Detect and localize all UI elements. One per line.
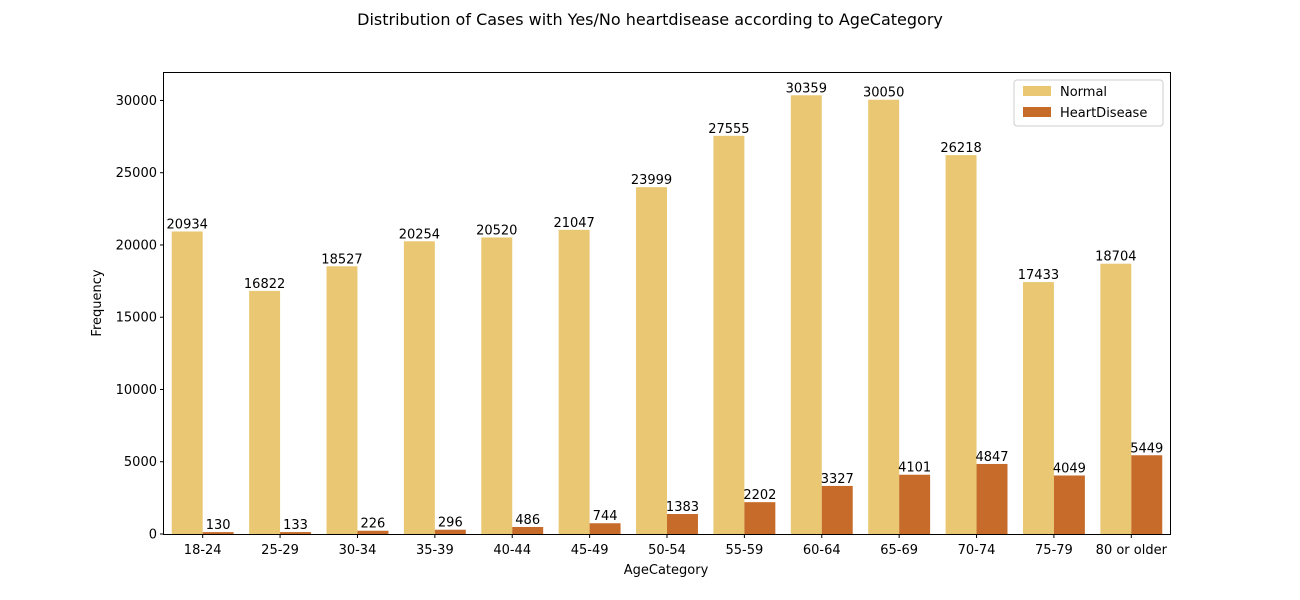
y-tick-label: 0 <box>149 528 157 543</box>
y-tick-label: 25000 <box>116 166 157 181</box>
x-tick-label: 30-34 <box>339 543 377 558</box>
x-tick-label: 40-44 <box>493 543 531 558</box>
legend-box <box>1013 79 1164 127</box>
bar-normal-45-49 <box>558 229 590 534</box>
data-label-normal-50-54: 23999 <box>631 173 672 188</box>
data-label-heartdisease-18-24: 130 <box>206 518 231 533</box>
data-label-heartdisease-80-or-older: 5449 <box>1130 441 1163 456</box>
x-tick-label: 50-54 <box>648 543 686 558</box>
plot-frame <box>163 72 1171 535</box>
x-tick-label: 80 or older <box>1096 543 1168 558</box>
y-tick-label: 15000 <box>116 311 157 326</box>
x-tick-label: 18-24 <box>184 543 222 558</box>
x-tick-label: 70-74 <box>958 543 996 558</box>
bar-normal-75-79 <box>1022 282 1054 534</box>
data-label-heartdisease-50-54: 1383 <box>666 500 699 515</box>
y-tick-label: 5000 <box>124 455 157 470</box>
bar-heartdisease-55-59 <box>744 502 776 534</box>
x-tick-label: 75-79 <box>1035 543 1073 558</box>
bar-normal-50-54 <box>636 187 667 534</box>
data-label-normal-80-or-older: 18704 <box>1095 250 1136 265</box>
x-axis-title: AgeCategory <box>624 563 709 578</box>
bar-heartdisease-80-or-older <box>1131 455 1163 534</box>
data-label-normal-75-79: 17433 <box>1018 268 1059 283</box>
x-tick-label: 60-64 <box>803 543 841 558</box>
data-label-heartdisease-45-49: 744 <box>593 509 618 524</box>
legend: Normal HeartDisease <box>1013 79 1164 127</box>
bar-normal-70-74 <box>945 155 977 534</box>
data-label-normal-45-49: 21047 <box>553 216 594 231</box>
data-label-heartdisease-65-69: 4101 <box>898 461 931 476</box>
x-tick-label: 65-69 <box>880 543 918 558</box>
data-label-heartdisease-30-34: 226 <box>361 517 386 532</box>
y-axis-title: Frequency <box>90 269 105 336</box>
data-label-heartdisease-75-79: 4049 <box>1053 461 1086 476</box>
bar-heartdisease-18-24 <box>202 532 234 534</box>
bar-heartdisease-60-64 <box>821 485 853 534</box>
y-tick-label: 30000 <box>116 94 157 109</box>
data-label-normal-70-74: 26218 <box>940 141 981 156</box>
bar-heartdisease-45-49 <box>589 523 621 534</box>
bar-heartdisease-25-29 <box>280 532 312 534</box>
data-label-normal-40-44: 20520 <box>476 223 517 238</box>
data-label-normal-55-59: 27555 <box>708 122 749 137</box>
bar-normal-60-64 <box>790 95 822 534</box>
x-tick-label: 25-29 <box>261 543 299 558</box>
x-tick-label: 45-49 <box>571 543 609 558</box>
data-labels-layer: 20934 130 16822 133 18527 226 20254 296 20520 486… <box>167 81 1164 533</box>
data-label-normal-65-69: 30050 <box>863 86 904 101</box>
bar-normal-30-34 <box>326 266 358 534</box>
x-tick-label: 35-39 <box>416 543 454 558</box>
bar-heartdisease-50-54 <box>667 514 698 534</box>
data-label-normal-35-39: 20254 <box>399 227 440 242</box>
y-tick-label: 20000 <box>116 238 157 253</box>
data-label-heartdisease-70-74: 4847 <box>975 450 1008 465</box>
bar-normal-80-or-older <box>1100 263 1132 534</box>
x-tick-label: 55-59 <box>725 543 763 558</box>
bar-normal-18-24 <box>171 231 203 534</box>
bar-normal-65-69 <box>868 99 900 534</box>
bar-normal-35-39 <box>403 241 435 534</box>
bar-normal-40-44 <box>481 237 513 535</box>
bar-heartdisease-70-74 <box>976 463 1008 534</box>
bar-normal-25-29 <box>249 290 281 534</box>
data-label-normal-60-64: 30359 <box>786 81 827 96</box>
bar-heartdisease-30-34 <box>357 530 389 534</box>
data-label-heartdisease-25-29: 133 <box>283 518 308 533</box>
data-label-heartdisease-60-64: 3327 <box>821 472 854 487</box>
legend-swatch-heartdisease <box>1023 107 1051 117</box>
y-tick-label: 10000 <box>116 383 157 398</box>
bar-heartdisease-65-69 <box>899 474 931 534</box>
bar-normal-55-59 <box>713 135 745 534</box>
bar-heartdisease-75-79 <box>1053 475 1085 534</box>
bar-heartdisease-40-44 <box>512 526 544 534</box>
data-label-normal-30-34: 18527 <box>321 252 362 267</box>
data-label-normal-18-24: 20934 <box>167 217 208 232</box>
legend-label-heartdisease: HeartDisease <box>1060 106 1147 121</box>
legend-swatch-normal <box>1023 86 1051 96</box>
bar-heartdisease-35-39 <box>434 529 466 534</box>
data-label-heartdisease-55-59: 2202 <box>743 488 776 503</box>
chart-title: Distribution of Cases with Yes/No heartd… <box>357 10 943 29</box>
bars-layer <box>171 95 1163 535</box>
data-label-normal-25-29: 16822 <box>244 277 285 292</box>
data-label-heartdisease-40-44: 486 <box>515 513 540 528</box>
axes-layer: 18-24 25-29 30-34 35-39 40-44 45-49 50-54 55-59… <box>116 94 1168 558</box>
legend-label-normal: Normal <box>1060 85 1107 100</box>
data-label-heartdisease-35-39: 296 <box>438 516 463 531</box>
